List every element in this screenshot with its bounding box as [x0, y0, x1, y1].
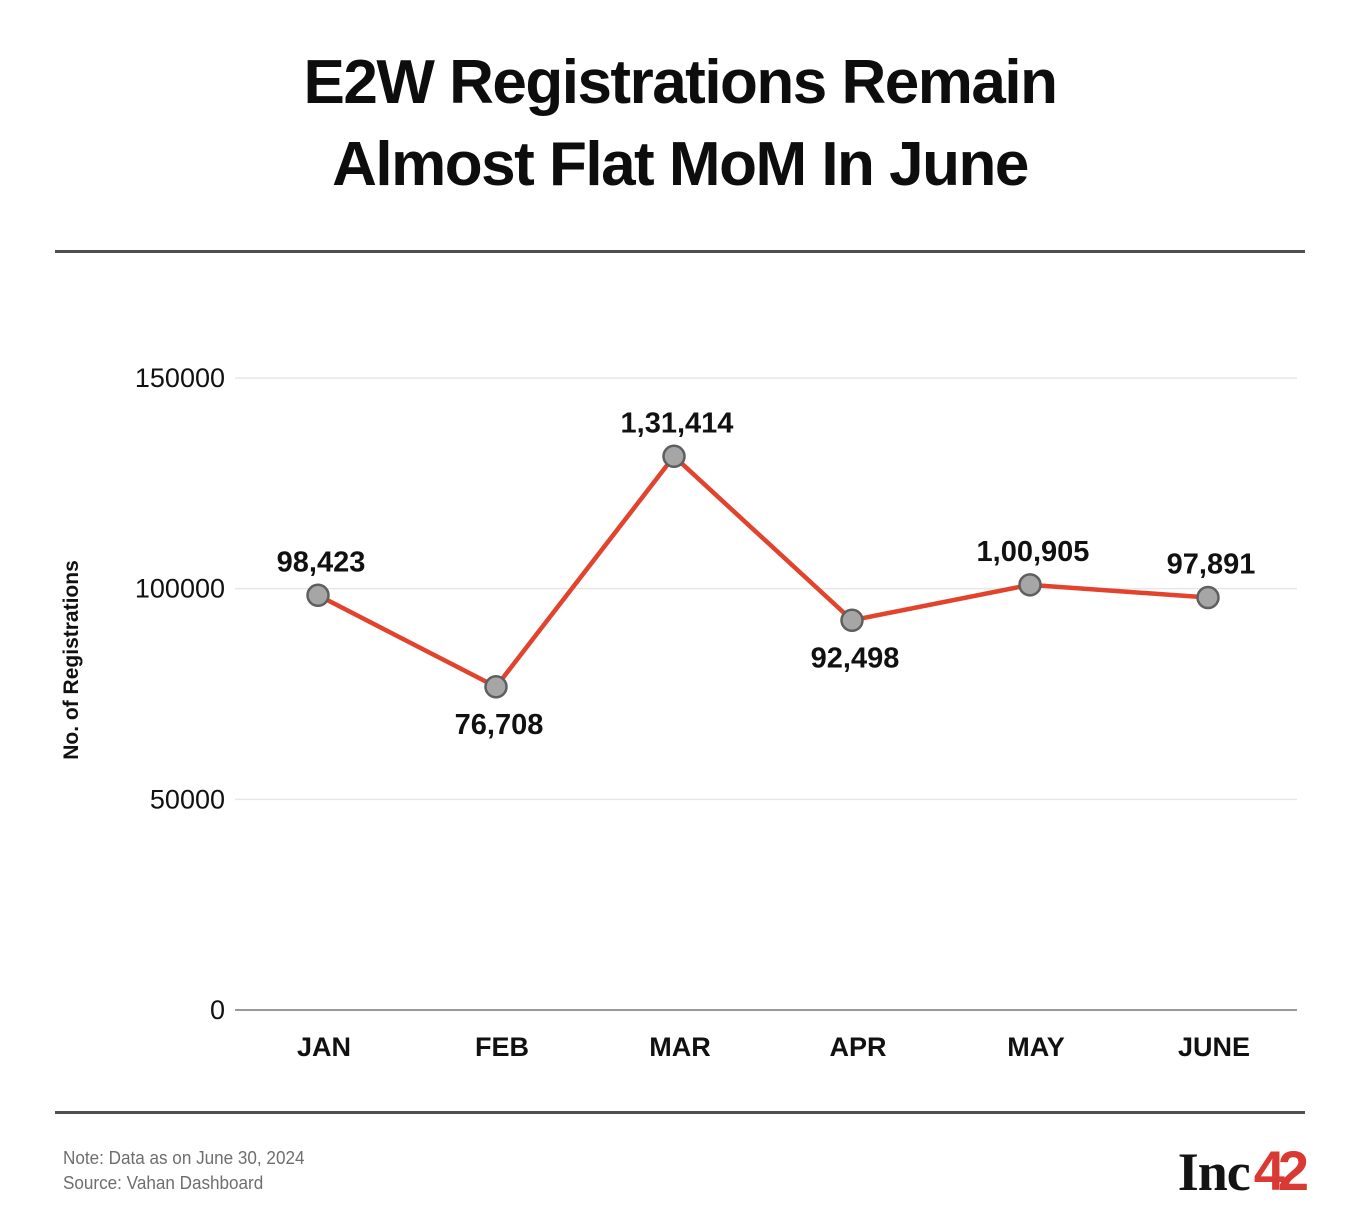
data-point-label: 1,00,905	[977, 536, 1090, 568]
chart-title-line1: E2W Registrations Remain	[303, 48, 1058, 117]
x-tick-label: FEB	[475, 1032, 529, 1062]
data-point-label: 76,708	[455, 709, 544, 741]
y-tick-label: 0	[210, 995, 225, 1025]
series-line	[315, 454, 1211, 690]
data-point-marker	[1018, 573, 1042, 597]
data-point-label: 92,498	[811, 642, 900, 674]
chart-title: E2W Registrations Remain Almost Flat MoM…	[0, 42, 1360, 206]
x-tick-label: MAY	[1007, 1032, 1065, 1062]
data-point-label: 98,423	[277, 546, 366, 578]
y-tick-label: 150000	[135, 363, 225, 393]
footer-source: Source: Vahan Dashboard	[63, 1173, 264, 1193]
data-point-label: 97,891	[1167, 549, 1256, 581]
bottom-divider	[55, 1111, 1305, 1114]
data-point-marker	[484, 675, 508, 699]
y-tick-label: 100000	[135, 574, 225, 604]
data-point-marker	[840, 608, 864, 633]
data-point-marker	[306, 583, 330, 608]
inc42-logo: Inc 42	[1177, 1138, 1309, 1203]
footer-notes: Note: Data as on June 30, 2024 Source: V…	[63, 1146, 304, 1196]
data-point-marker	[1196, 585, 1220, 610]
x-tick-label: APR	[829, 1032, 886, 1062]
y-tick-label: 50000	[150, 784, 225, 814]
x-tick-label: JAN	[297, 1032, 351, 1062]
x-tick-label: JUNE	[1178, 1032, 1250, 1062]
chart-title-line2: Almost Flat MoM In June	[332, 130, 1029, 199]
data-point-marker	[662, 444, 686, 469]
data-point-label: 1,31,414	[621, 407, 734, 439]
top-divider	[55, 250, 1305, 253]
inc42-logo-text-red: 42	[1253, 1139, 1309, 1202]
x-tick-label: MAR	[649, 1032, 711, 1062]
footer-note: Note: Data as on June 30, 2024	[63, 1148, 305, 1168]
inc42-logo-text-black: Inc	[1177, 1142, 1251, 1202]
